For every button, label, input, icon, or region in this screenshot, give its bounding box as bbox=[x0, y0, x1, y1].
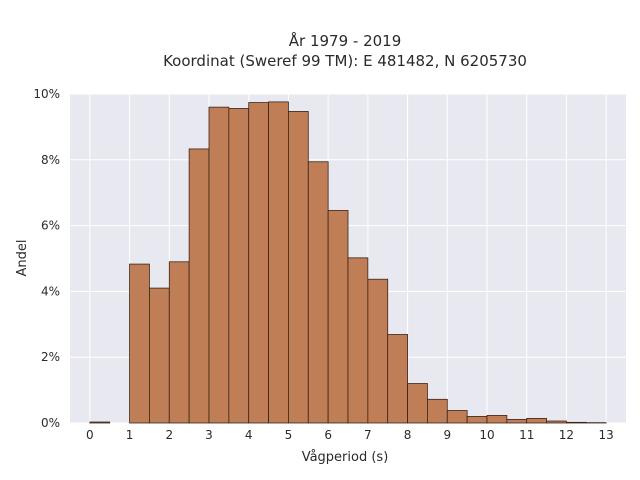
x-tick-label-1: 1 bbox=[126, 428, 134, 442]
y-tick-label-3: 6% bbox=[41, 219, 60, 233]
bar-14 bbox=[387, 334, 408, 424]
bar-5 bbox=[208, 106, 230, 424]
x-tick-label-9: 9 bbox=[443, 428, 451, 442]
bar-13 bbox=[367, 278, 389, 424]
x-tick-label-10: 10 bbox=[479, 428, 494, 442]
x-tick-label-12: 12 bbox=[559, 428, 574, 442]
chart-title-line-1: År 1979 - 2019 bbox=[289, 31, 402, 50]
x-tick-label-7: 7 bbox=[364, 428, 372, 442]
bar-15 bbox=[407, 383, 428, 424]
bar-22 bbox=[546, 420, 567, 424]
bar-17 bbox=[446, 410, 468, 424]
x-tick-label-2: 2 bbox=[165, 428, 173, 442]
bars bbox=[89, 101, 607, 424]
x-tick-label-4: 4 bbox=[245, 428, 253, 442]
bar-10 bbox=[307, 161, 329, 424]
x-tick-label-0: 0 bbox=[86, 428, 94, 442]
x-tick-label-13: 13 bbox=[599, 428, 614, 442]
bar-8 bbox=[268, 101, 289, 424]
bar-23 bbox=[566, 421, 587, 424]
x-axis-ticks: 0 1 2 3 4 5 6 7 8 9 10 11 12 13 bbox=[86, 428, 614, 442]
x-tick-label-8: 8 bbox=[404, 428, 412, 442]
y-axis-label: Andel bbox=[15, 240, 30, 277]
y-tick-label-1: 2% bbox=[41, 350, 60, 364]
bar-20 bbox=[506, 418, 528, 424]
bar-6 bbox=[228, 108, 250, 424]
bar-1 bbox=[129, 263, 150, 424]
bar-0 bbox=[89, 421, 111, 424]
bar-16 bbox=[427, 398, 448, 424]
y-axis-ticks: 0% 2% 4% 6% 8% 10% bbox=[33, 87, 60, 430]
bar-3 bbox=[168, 261, 190, 424]
y-tick-label-4: 8% bbox=[41, 153, 60, 167]
bar-19 bbox=[486, 415, 508, 424]
chart-title-line-2: Koordinat (Sweref 99 TM): E 481482, N 62… bbox=[163, 52, 527, 70]
bar-7 bbox=[248, 102, 269, 424]
y-tick-label-5: 10% bbox=[33, 87, 60, 101]
x-tick-label-11: 11 bbox=[519, 428, 534, 442]
y-tick-label-2: 4% bbox=[41, 284, 60, 298]
bar-18 bbox=[466, 416, 488, 424]
bar-21 bbox=[526, 417, 547, 424]
bar-12 bbox=[347, 257, 369, 424]
bar-2 bbox=[149, 287, 170, 424]
x-tick-label-5: 5 bbox=[285, 428, 293, 442]
bar-9 bbox=[288, 111, 309, 424]
x-tick-label-3: 3 bbox=[205, 428, 213, 442]
y-tick-label-0: 0% bbox=[41, 416, 60, 430]
x-axis-label: Vågperiod (s) bbox=[302, 450, 389, 465]
x-tick-label-6: 6 bbox=[324, 428, 332, 442]
bar-11 bbox=[327, 210, 349, 424]
bar-4 bbox=[188, 148, 210, 424]
